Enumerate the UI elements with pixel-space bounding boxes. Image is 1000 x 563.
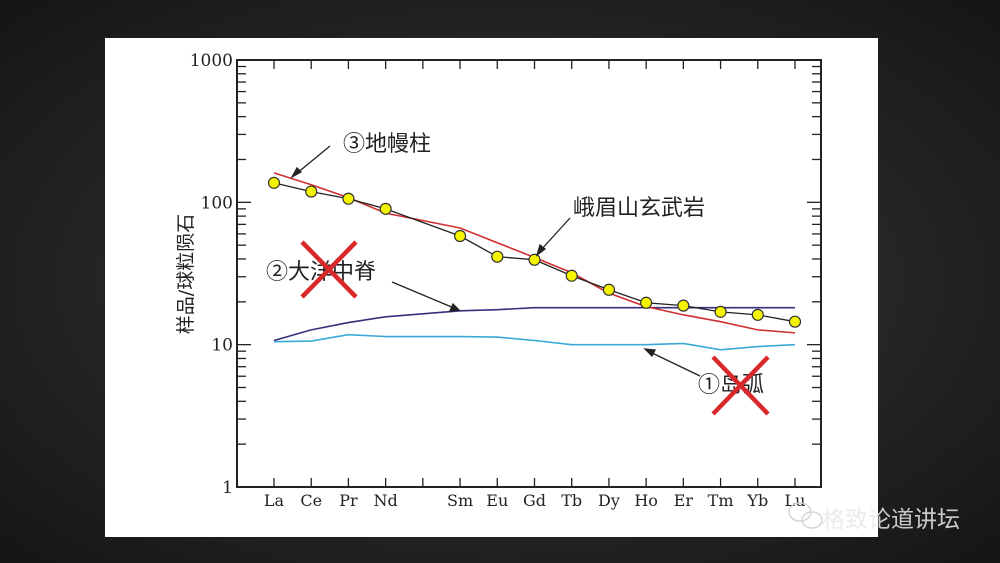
data-point-Tb [565,269,578,282]
arrow-morb [391,281,455,309]
data-point-Nd [379,202,392,215]
x-tick-label-Ho: Ho [634,491,658,510]
data-point-Ce [305,185,318,198]
watermark: 格致论道讲坛 [788,502,960,533]
data-point-Tm [714,305,727,318]
annotation-emeishan-basalt: 峨眉山玄武岩 [573,196,705,221]
arrow-basalt [539,217,571,252]
data-point-Er [677,299,690,312]
x-tick-label-Lu: Lu [785,491,806,510]
data-point-Pr [342,192,355,205]
series-line-3 [273,333,796,351]
x-tick-label-Nd: Nd [374,491,398,510]
x-tick-label-Dy: Dy [598,491,620,510]
arrowhead-morb [448,302,461,312]
x-tick-label-Ce: Ce [300,491,322,510]
series-line-2 [273,306,795,342]
x-tick-label-Gd: Gd [523,491,546,510]
y-tick-label: 10 [211,336,233,356]
arrow-arc [649,351,701,377]
data-point-Ho [640,296,653,309]
arrowhead-basalt [535,243,547,257]
annotation-plume: ③地幔柱 [343,132,431,157]
arrowhead-arc [643,348,657,358]
cross-morb-b [300,240,358,299]
ree-chart: 1 10 100 1000 La Ce Pr Nd Sm Eu Gd Tb Dy Ho Er Tm Yb Lu [190,51,822,510]
data-point-Gd [528,253,541,266]
x-tick-label-Er: Er [674,491,694,510]
data-point-Eu [491,250,504,263]
arrow-plume [295,145,331,175]
x-tick-label-Pr: Pr [339,491,358,510]
series-line-0 [273,182,796,323]
wechat-icon [788,502,823,529]
x-tick-label-Sm: Sm [447,491,473,510]
chart-panel [105,38,878,537]
y-tick-label: 1000 [190,51,233,71]
annotation-arrows [290,145,701,377]
y-axis-label: 样品/球粒陨石 [175,214,197,334]
cross-arc-b [711,355,770,416]
x-tick-label-Eu: Eu [486,491,508,510]
data-point-Dy [602,283,616,296]
cross-marks [300,240,770,416]
y-tick-label: 100 [201,193,233,213]
plot-frame [236,59,822,488]
data-point-La [267,176,281,189]
y-tick-label: 1 [222,478,233,498]
x-tick-label-Tb: Tb [561,491,582,510]
data-point-Lu [788,315,802,328]
x-tick-label-La: La [264,491,285,510]
arrowhead-plume [290,166,303,179]
data-point-Sm [453,229,467,243]
data-point-Yb [751,308,764,321]
watermark-text: 格致论道讲坛 [822,507,960,533]
x-tick-label-Yb: Yb [746,491,768,510]
x-tick-label-Tm: Tm [708,491,734,510]
